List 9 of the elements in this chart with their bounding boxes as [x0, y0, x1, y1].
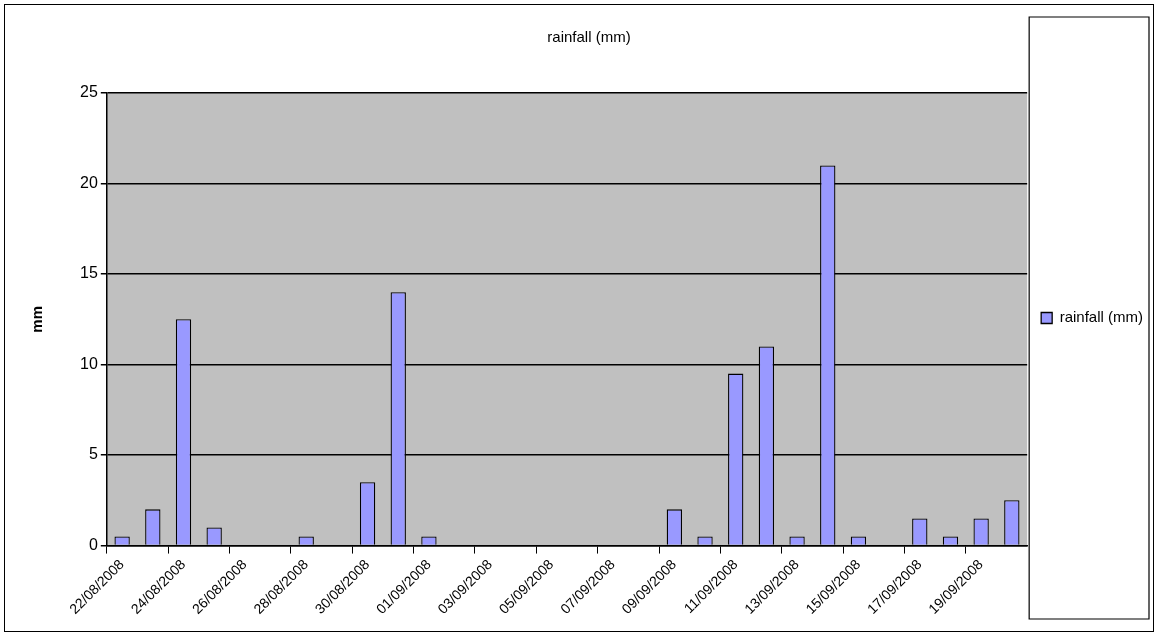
legend-label: rainfall (mm) — [1059, 308, 1144, 326]
y-tick-label: 10 — [80, 354, 98, 372]
chart-title: rainfall (mm) — [547, 28, 631, 46]
y-tick-label: 5 — [88, 445, 98, 463]
y-tick-label: 20 — [80, 173, 98, 191]
y-tick-label: 15 — [80, 264, 98, 282]
y-tick-label: 0 — [88, 535, 98, 553]
y-axis-title: mm — [28, 305, 46, 333]
y-tick-label: 25 — [80, 83, 98, 101]
